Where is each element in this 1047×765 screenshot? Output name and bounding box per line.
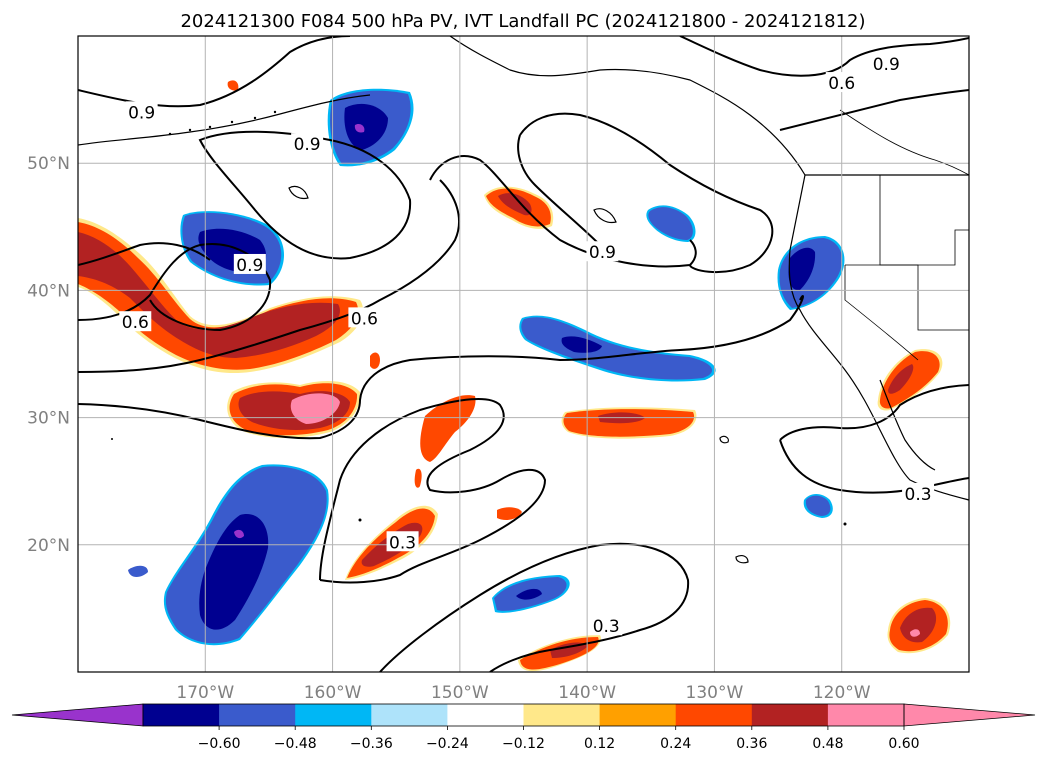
lon-label: 120°W	[813, 683, 871, 703]
contour-label-bg	[590, 615, 623, 636]
lon-label: 160°W	[304, 683, 362, 703]
contour-label: 0.6	[351, 309, 378, 329]
lon-label: 140°W	[558, 683, 616, 703]
contour-label-bg	[586, 241, 619, 262]
state-borders	[839, 109, 969, 361]
negative-anomaly-east-gulf	[646, 205, 696, 242]
contour-label: 0.9	[873, 55, 900, 75]
positive-anomaly-northwest	[78, 218, 364, 374]
contour-0.9-mid	[429, 155, 697, 268]
lat-label: 20°N	[27, 536, 70, 556]
contour-0.3-east2	[779, 439, 969, 494]
island	[593, 208, 617, 224]
colorbar-bin	[447, 704, 524, 726]
negative-anomaly-aleutian	[327, 88, 414, 167]
contour-label: 0.9	[589, 243, 616, 263]
coastlines	[78, 36, 969, 564]
colorbar-tick-label: 0.48	[812, 736, 843, 752]
colorbar-bin	[675, 704, 753, 726]
lat-label: 40°N	[27, 281, 70, 301]
contour-0.3-subtropical	[319, 397, 547, 584]
map-panel: 0.90.90.90.90.90.60.60.60.30.30.3 170°W 1…	[27, 35, 970, 703]
colorbar-tick-label: −0.36	[350, 736, 393, 752]
contour-0.6-mid	[78, 179, 460, 373]
contour-0.6-west	[78, 243, 272, 332]
colorbar-tick-label: 0.24	[660, 736, 691, 752]
contour-label: 0.9	[294, 135, 321, 155]
lon-label: 130°W	[686, 683, 744, 703]
aleutian-islands	[111, 110, 847, 526]
contour-label-bg	[870, 52, 903, 73]
baja-peninsula	[879, 379, 936, 471]
colorbar-tick-label: −0.24	[426, 736, 469, 752]
contour-label: 0.6	[122, 313, 149, 333]
island	[719, 435, 729, 444]
colorbar-tick-label: 0.36	[736, 736, 767, 752]
contour-label-bg	[348, 307, 381, 328]
positive-anomaly-tiny	[227, 80, 239, 91]
negative-anomaly-small	[492, 494, 833, 613]
contour-label: 0.9	[128, 103, 155, 123]
colorbar-bin	[143, 704, 220, 726]
colorbar-bin	[371, 704, 448, 726]
colorbar-tick-label: 0.12	[584, 736, 615, 752]
island	[288, 185, 309, 200]
colorbar-bin	[523, 704, 601, 726]
contour-0.6-ne2	[779, 89, 969, 131]
alaska-peninsula	[78, 94, 371, 146]
contour-0.6-ne	[679, 36, 969, 77]
colorbar-tick-label: 0.60	[888, 736, 919, 752]
contour-label-bg	[233, 253, 266, 274]
positive-anomaly-small	[370, 352, 380, 369]
map-frame	[77, 35, 970, 673]
colorbar-extend-max	[903, 703, 1036, 727]
contour-label-bg	[386, 531, 419, 552]
map-title: 2024121300 F084 500 hPa PV, IVT Landfall…	[180, 11, 865, 32]
colorbar-bin	[827, 704, 905, 726]
colorbar-tick-label: −0.12	[502, 736, 545, 752]
contour-0.3-east	[779, 384, 969, 441]
lat-label: 50°N	[27, 154, 70, 174]
contour-label: 0.3	[905, 485, 932, 505]
colorbar-extend-min	[11, 703, 144, 727]
contour-0.6-westfrag	[78, 242, 211, 266]
pv-contours	[78, 36, 969, 672]
contour-0.6-lower	[78, 295, 804, 440]
alaska-coast	[449, 36, 806, 176]
map-content: 0.9 0.9 0.9 0.9 0.9 0.6 0.6 0.6 0.3 0.3 0.3	[78, 36, 969, 672]
contour-label-bg	[291, 133, 324, 154]
contour-label-bg	[125, 101, 158, 122]
colorbar-bin	[295, 704, 372, 726]
lon-label: 170°W	[176, 683, 234, 703]
contour-label: 0.3	[593, 617, 620, 637]
contour-0.9-eastfrag	[517, 134, 601, 246]
colorbar-bin	[599, 704, 677, 726]
colorbar-bin	[219, 704, 296, 726]
contour-label: 0.6	[828, 74, 855, 94]
contour-0.3-south	[379, 542, 690, 672]
positive-anomaly-central	[227, 380, 361, 438]
contour-label: 0.3	[389, 533, 416, 553]
colorbar-tick-label: −0.60	[198, 736, 241, 752]
lat-label: 30°N	[27, 409, 70, 429]
contour-label-bg	[902, 482, 935, 503]
negative-anomaly-subtropical	[519, 315, 716, 382]
contour-label: 0.9	[236, 256, 263, 276]
positive-anomaly-baja	[877, 349, 951, 654]
colorbar-bin	[751, 704, 829, 726]
colorbar-tick-label: −0.48	[274, 736, 317, 752]
contour-0.9-east	[519, 112, 774, 273]
axis-labels: 170°W 160°W 150°W 140°W 130°W 120°W 20°N 30°N 40…	[27, 154, 871, 703]
west-coast	[788, 174, 969, 501]
contour-label-bg	[119, 311, 152, 332]
contour-label-bg	[825, 72, 858, 93]
island	[735, 555, 749, 564]
colorbar: −0.60 −0.48 −0.36 −0.24 −0.12 0.12 0.24 0.36 0.4…	[11, 703, 1036, 752]
lon-label: 150°W	[431, 683, 489, 703]
contour-labels: 0.9 0.9 0.9 0.9 0.9 0.6 0.6 0.6 0.3 0.3 0.3	[119, 52, 935, 637]
gridlines	[78, 36, 969, 672]
